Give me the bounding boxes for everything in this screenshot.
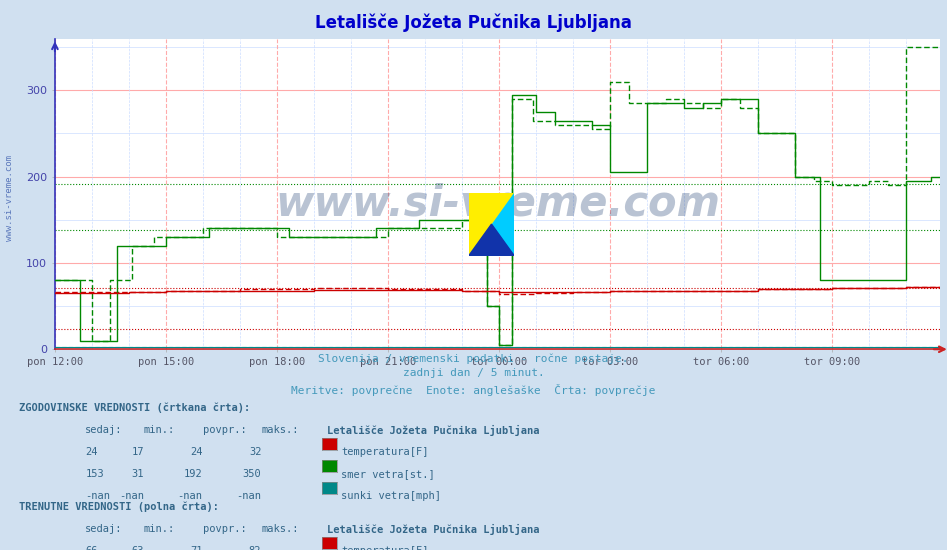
Text: Letališče Jožeta Pučnika Ljubljana: Letališče Jožeta Pučnika Ljubljana [327,524,539,535]
Polygon shape [469,192,514,256]
Text: smer vetra[st.]: smer vetra[st.] [341,469,435,478]
Polygon shape [469,224,514,256]
Text: temperatura[F]: temperatura[F] [341,447,428,456]
Text: 17: 17 [132,447,144,456]
Text: 153: 153 [85,469,104,478]
Text: 71: 71 [190,546,203,550]
Text: temperatura[F]: temperatura[F] [341,546,428,550]
Text: Letališče Jožeta Pučnika Ljubljana: Letališče Jožeta Pučnika Ljubljana [327,425,539,436]
Text: 192: 192 [184,469,203,478]
Text: 82: 82 [249,546,261,550]
Text: -nan: -nan [178,491,203,501]
Text: sunki vetra[mph]: sunki vetra[mph] [341,491,441,501]
Text: sedaj:: sedaj: [85,524,123,534]
Text: Letališče Jožeta Pučnika Ljubljana: Letališče Jožeta Pučnika Ljubljana [315,14,632,32]
Text: Slovenija / vremenski podatki - ročne postaje.: Slovenija / vremenski podatki - ročne po… [318,353,629,364]
Text: -nan: -nan [85,491,110,501]
Text: maks.:: maks.: [261,425,299,435]
Text: 24: 24 [190,447,203,456]
Text: 66: 66 [85,546,98,550]
Text: min.:: min.: [144,524,175,534]
Text: -nan: -nan [119,491,144,501]
Text: -nan: -nan [237,491,261,501]
Text: www.si-vreme.com: www.si-vreme.com [276,182,720,224]
Text: 350: 350 [242,469,261,478]
Text: povpr.:: povpr.: [203,425,246,435]
Text: zadnji dan / 5 minut.: zadnji dan / 5 minut. [402,368,545,378]
Text: 24: 24 [85,447,98,456]
Text: maks.:: maks.: [261,524,299,534]
Text: min.:: min.: [144,425,175,435]
Text: ZGODOVINSKE VREDNOSTI (črtkana črta):: ZGODOVINSKE VREDNOSTI (črtkana črta): [19,403,250,413]
Text: 31: 31 [132,469,144,478]
Text: sedaj:: sedaj: [85,425,123,435]
Text: 32: 32 [249,447,261,456]
Text: www.si-vreme.com: www.si-vreme.com [5,155,14,241]
Text: povpr.:: povpr.: [203,524,246,534]
Text: 63: 63 [132,546,144,550]
Polygon shape [469,192,514,256]
Text: TRENUTNE VREDNOSTI (polna črta):: TRENUTNE VREDNOSTI (polna črta): [19,502,219,512]
Text: Meritve: povprečne  Enote: anglešaške  Črta: povprečje: Meritve: povprečne Enote: anglešaške Črt… [292,384,655,396]
